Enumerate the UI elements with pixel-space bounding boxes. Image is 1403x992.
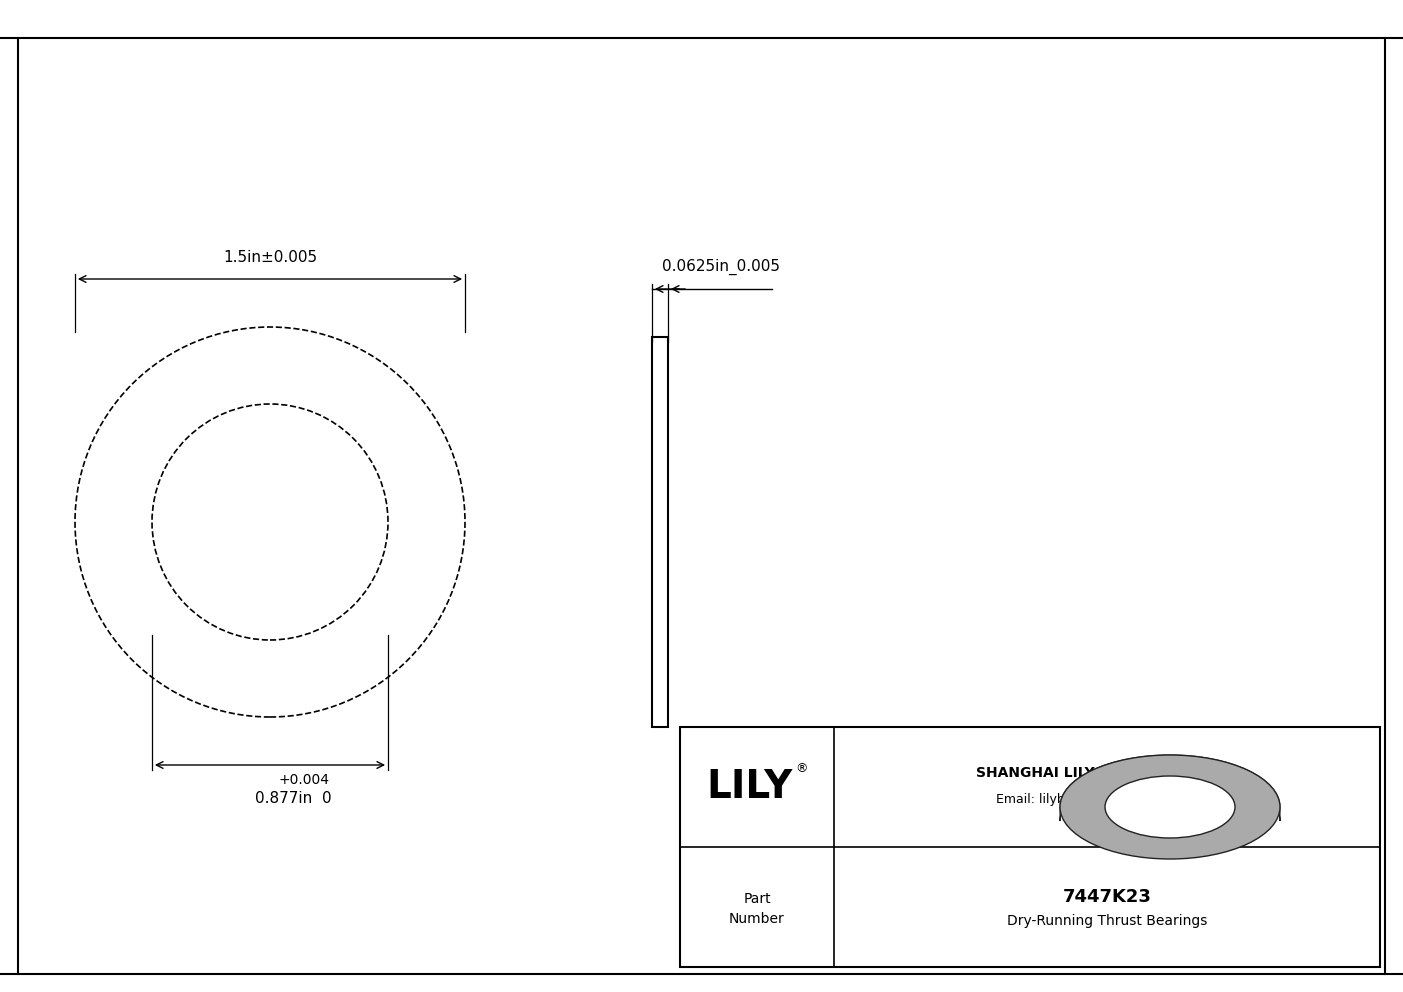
Ellipse shape — [1106, 776, 1235, 838]
Text: Dry-Running Thrust Bearings: Dry-Running Thrust Bearings — [1007, 914, 1207, 928]
Text: 0.877in  0: 0.877in 0 — [255, 791, 331, 806]
Text: Email: lilybearing@lily-bearing.com: Email: lilybearing@lily-bearing.com — [996, 793, 1218, 806]
Text: +0.004: +0.004 — [278, 773, 328, 787]
Text: Part: Part — [744, 892, 770, 906]
Ellipse shape — [1061, 755, 1280, 859]
Text: 1.5in±0.005: 1.5in±0.005 — [223, 250, 317, 265]
Polygon shape — [1061, 755, 1280, 821]
Bar — [680, 727, 1381, 967]
Text: LILY: LILY — [706, 768, 793, 806]
Text: ®: ® — [796, 763, 808, 776]
Text: SHANGHAI LILY BEARING LIMITED: SHANGHAI LILY BEARING LIMITED — [976, 766, 1237, 780]
Text: 0.0625in_0.005: 0.0625in_0.005 — [662, 259, 780, 275]
Bar — [652, 337, 668, 727]
Polygon shape — [1106, 776, 1235, 821]
Text: 7447K23: 7447K23 — [1062, 888, 1152, 906]
Text: Number: Number — [730, 912, 784, 926]
